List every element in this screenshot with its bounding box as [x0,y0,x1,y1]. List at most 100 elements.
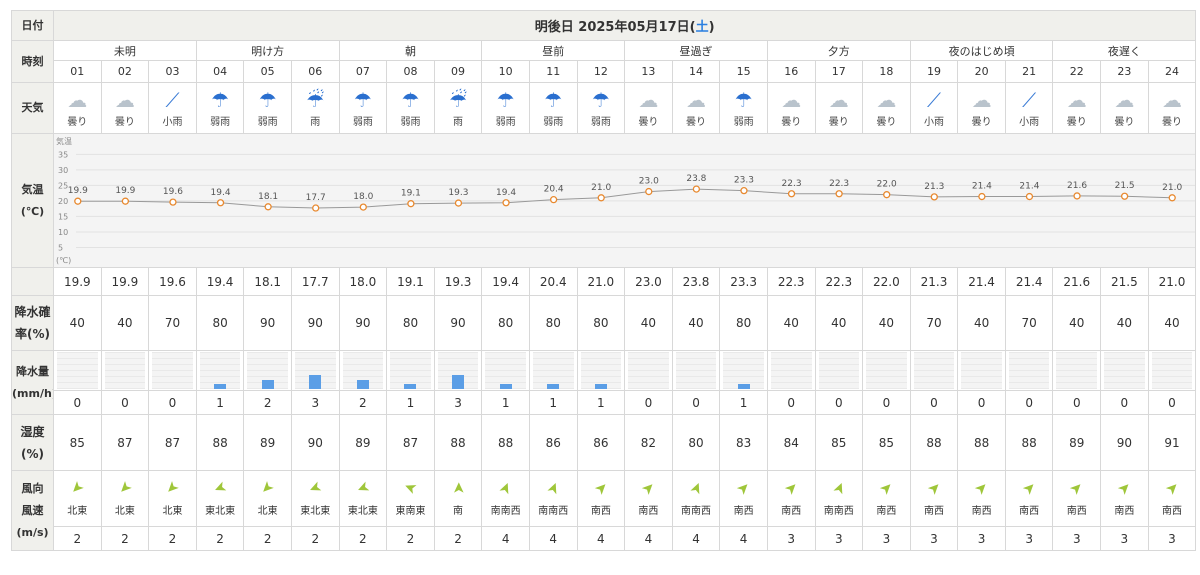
wind-dir-inner: ➤ 東北東 [340,477,386,517]
temp-axis-label: 気温 [56,136,72,146]
rain-bar-cell [528,350,578,391]
wind-dir-text: 南南西 [538,506,569,517]
precip-prob-cell: 90 [433,295,483,351]
hour-cell: 02 [100,60,150,83]
weather-text: 曇り [971,116,992,128]
rain-bar-track [57,352,98,389]
precip-prob-cell: 90 [243,295,292,351]
wind-dir-cell: ➤ 南南西 [528,470,578,527]
precip-prob-row: 降水確 率(%) 40 40 70 80 90 90 90 80 90 80 80 80 40 40 80 40 4… [11,295,1197,351]
rain-bar-track [532,352,574,389]
temp-tick-label: 10 [58,227,68,236]
weather-cell-inner: ☂ 弱雨 [483,89,529,128]
rain-value-cell: 0 [909,390,959,415]
wind-dir-cell: ➤ 東北東 [338,470,388,527]
humidity-cell: 91 [1147,414,1197,471]
wind-label: 風向 風速 (m/s) [11,470,54,551]
temp-tick-label: 25 [58,181,68,190]
rain-bar-cell [909,350,959,391]
temp-data-label: 21.5 [1115,181,1135,191]
temp-line [77,188,1173,209]
rain-value-cell: 1 [481,390,530,415]
temp-point [787,189,796,197]
umbrella-heavy-icon: ☔ [449,87,468,112]
wind-speed-cell: 3 [1004,526,1054,551]
temp-value-cell: 19.9 [53,267,102,296]
humidity-cell: 90 [290,414,340,471]
temp-point [74,197,82,205]
wind-dir-inner: ➤ 東北東 [197,477,243,517]
wind-dir-cell: ➤ 北東 [53,470,102,527]
rain-bar-track [342,352,384,389]
weather-cell: ☁ 曇り [1052,82,1102,134]
date-label-text-0: 日付 [21,18,44,32]
humidity-label-text-0: 湿度 [20,424,45,439]
precip-prob-label: 降水確 率(%) [11,295,54,351]
wind-speed-cell: 4 [719,526,768,551]
hour-cell: 05 [243,60,292,83]
temp-value-cell: 21.4 [957,267,1006,296]
rain-bar-cell [338,350,388,391]
temp-data-label: 21.6 [1067,180,1087,190]
weather-text: 弱雨 [210,116,231,128]
rain-bar-cell [481,350,530,391]
period-cell: 夕方 [766,40,911,61]
wind-dir-cell: ➤ 南南西 [671,470,721,527]
temp-data-label: 19.1 [401,188,421,198]
humidity-cell: 89 [338,414,388,471]
wind-arrow-icon: ➤ [970,477,993,499]
rain-value-cell: 0 [100,390,150,415]
weather-cell-inner: ☂ 弱雨 [245,89,291,128]
wind-speed-cell: 4 [576,526,626,551]
temp-value-cell: 23.3 [719,267,768,296]
weather-cell-inner: ☂ 弱雨 [388,89,434,128]
temp-data-label: 23.8 [686,174,706,184]
weather-cell: ☁ 曇り [1100,82,1149,134]
temp-value-cell: 22.0 [862,267,911,296]
wind-arrow-icon: ➤ [637,477,660,499]
wind-dir-text: 南南西 [681,506,712,517]
rain-bar-cell [433,350,483,391]
temp-point [835,189,843,197]
wind-dir-inner: ➤ 北東 [54,477,100,517]
wind-speed-cell: 3 [766,526,816,551]
weather-cell-inner: ⟋ 小雨 [150,89,196,128]
wind-dir-text: 南西 [733,506,754,517]
wind-arrow-icon: ➤ [449,481,468,495]
humidity-cell: 88 [1004,414,1054,471]
temp-data-label: 19.3 [448,188,468,198]
temp-value-cell: 18.1 [243,267,292,296]
temp-data-label: 19.6 [163,187,183,197]
temp-point [597,193,605,201]
rain-bar-track [628,352,669,389]
wind-dir-text: 南西 [876,506,897,517]
date-label: 日付 [11,10,54,41]
wind-dir-text: 東南東 [395,506,426,517]
weather-cell: ☁ 曇り [814,82,864,134]
rain-value-cell: 0 [1147,390,1197,415]
wind-dir-cell: ➤ 南西 [909,470,959,527]
humidity-cell: 87 [148,414,197,471]
rain-bar-track [770,352,812,389]
wind-dir-inner: ➤ 南西 [1054,477,1100,517]
weather-cell: ☂ 弱雨 [719,82,768,134]
precip-prob-cell: 80 [386,295,435,351]
weather-label-text-0: 天気 [21,101,44,114]
weather-cell: ☁ 曇り [766,82,816,134]
weather-cell-inner: ☂ 弱雨 [578,89,624,128]
hour-cell: 24 [1147,60,1197,83]
humidity-cell: 88 [909,414,959,471]
precip-prob-cell: 40 [671,295,721,351]
wind-dir-inner: ➤ 北東 [150,477,196,517]
temp-point [740,186,748,194]
rain-bar-cell [766,350,816,391]
weather-text: 弱雨 [257,116,278,128]
rain-bar-track [294,352,336,389]
hour-label-text-0: 時刻 [21,54,44,68]
wind-speed-cell: 3 [814,526,864,551]
wind-dir-cell: ➤ 南 [433,470,483,527]
temperature-chart: 35 30 25 20 15 10 5 気温 (℃) 19.9 19.9 19.6 19.4 18.1 17… [56,136,1195,265]
umbrella-closed-icon: ⟋ [926,87,941,112]
rain-value-cell: 1 [386,390,435,415]
